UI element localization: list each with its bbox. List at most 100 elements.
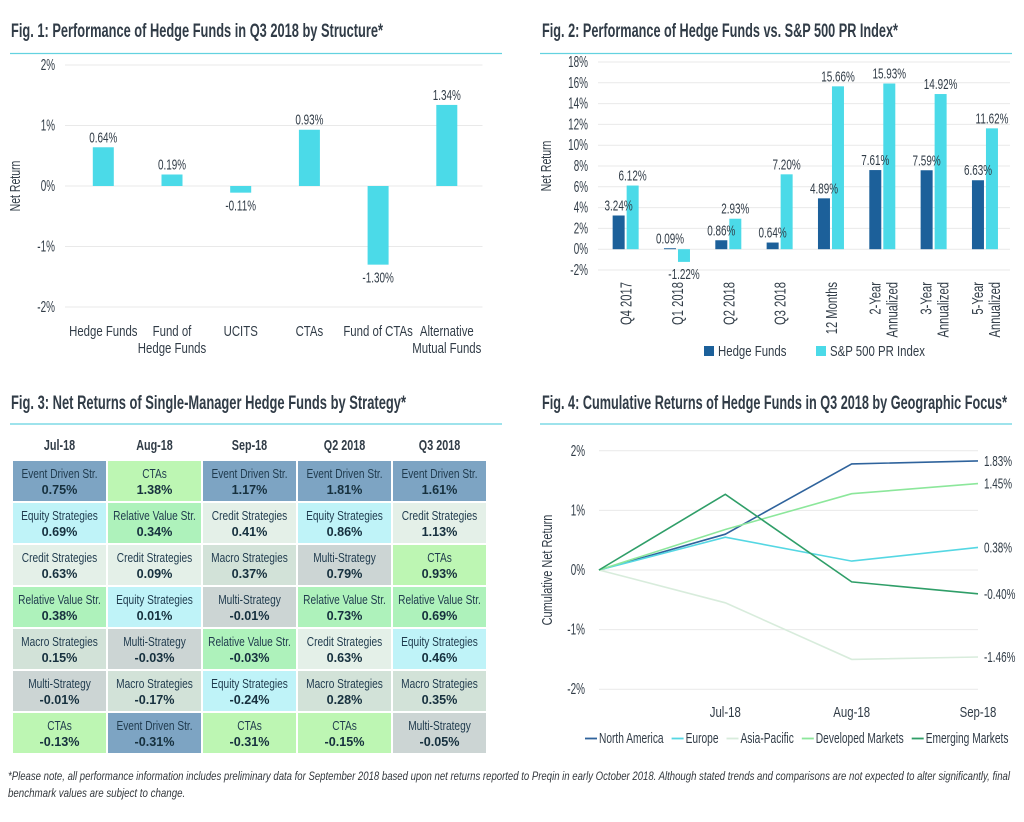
svg-text:Relative Value Str.: Relative Value Str. (18, 592, 101, 607)
svg-text:1.83%: 1.83% (984, 453, 1012, 470)
svg-text:CTAs: CTAs (237, 718, 262, 733)
svg-text:14%: 14% (568, 96, 588, 113)
svg-text:-0.01%: -0.01% (40, 692, 80, 707)
svg-text:0.75%: 0.75% (42, 482, 78, 497)
svg-text:Net Return: Net Return (538, 141, 555, 192)
svg-text:Equity Strategies: Equity Strategies (21, 508, 98, 523)
svg-text:Hedge Funds: Hedge Funds (718, 343, 786, 360)
svg-text:-2%: -2% (570, 262, 588, 279)
svg-text:Credit Strategies: Credit Strategies (307, 634, 383, 649)
svg-text:10%: 10% (568, 137, 588, 154)
svg-text:North America: North America (599, 730, 664, 747)
svg-text:Macro Strategies: Macro Strategies (21, 634, 98, 649)
svg-text:Fig. 4: Cumulative Returns of: Fig. 4: Cumulative Returns of Hedge Fund… (542, 393, 1007, 414)
svg-text:Multi-Strategy: Multi-Strategy (313, 550, 376, 565)
svg-text:8%: 8% (574, 158, 588, 175)
svg-text:Jul-18: Jul-18 (710, 704, 741, 721)
svg-text:0.79%: 0.79% (327, 566, 363, 581)
svg-text:Fig. 1: Performance of Hedge F: Fig. 1: Performance of Hedge Funds in Q3… (11, 21, 383, 42)
svg-text:1.81%: 1.81% (327, 482, 363, 497)
svg-text:12%: 12% (568, 116, 588, 133)
svg-text:Q3 2018: Q3 2018 (419, 437, 460, 454)
svg-text:1.45%: 1.45% (984, 476, 1012, 493)
svg-text:Emerging Markets: Emerging Markets (926, 730, 1009, 747)
svg-text:0.19%: 0.19% (158, 157, 186, 174)
svg-text:0%: 0% (574, 241, 588, 258)
svg-text:Equity Strategies: Equity Strategies (306, 508, 383, 523)
svg-text:-1.30%: -1.30% (362, 270, 393, 287)
svg-text:-0.05%: -0.05% (420, 734, 460, 749)
svg-text:-0.11%: -0.11% (225, 198, 256, 215)
svg-text:0.63%: 0.63% (42, 566, 78, 581)
svg-text:-0.17%: -0.17% (135, 692, 175, 707)
svg-text:Equity Strategies: Equity Strategies (116, 592, 193, 607)
svg-text:7.61%: 7.61% (861, 152, 889, 169)
svg-text:0.86%: 0.86% (327, 524, 363, 539)
svg-text:CTAs: CTAs (332, 718, 357, 733)
svg-text:6%: 6% (574, 179, 588, 196)
svg-text:1.34%: 1.34% (433, 87, 461, 104)
svg-text:4%: 4% (574, 200, 588, 217)
svg-text:Relative Value Str.: Relative Value Str. (398, 592, 481, 607)
svg-text:1.17%: 1.17% (232, 482, 268, 497)
svg-text:-1.22%: -1.22% (668, 266, 699, 283)
svg-text:Aug-18: Aug-18 (136, 437, 173, 454)
svg-text:CTAs: CTAs (142, 466, 167, 481)
svg-text:UCITS: UCITS (224, 323, 258, 340)
svg-text:-0.31%: -0.31% (230, 734, 270, 749)
svg-text:-1.46%: -1.46% (984, 649, 1015, 666)
svg-text:0.09%: 0.09% (656, 230, 684, 247)
svg-text:Hedge Funds: Hedge Funds (69, 323, 137, 340)
svg-text:-2%: -2% (567, 681, 585, 698)
svg-text:Net Return: Net Return (7, 161, 24, 212)
svg-text:0.64%: 0.64% (89, 129, 117, 146)
svg-text:0.73%: 0.73% (327, 608, 363, 623)
svg-text:3-Year: 3-Year (919, 282, 936, 315)
svg-text:1.38%: 1.38% (137, 482, 173, 497)
svg-text:Event Driven Str.: Event Driven Str. (401, 466, 477, 481)
svg-text:0.09%: 0.09% (137, 566, 173, 581)
svg-text:Sep-18: Sep-18 (960, 704, 997, 721)
svg-text:Credit Strategies: Credit Strategies (22, 550, 98, 565)
svg-text:-0.24%: -0.24% (230, 692, 270, 707)
svg-text:Annualized: Annualized (936, 282, 953, 338)
svg-text:Q4 2017: Q4 2017 (619, 282, 636, 325)
svg-text:Relative Value Str.: Relative Value Str. (208, 634, 291, 649)
svg-text:1.61%: 1.61% (422, 482, 458, 497)
svg-text:0.64%: 0.64% (759, 225, 787, 242)
svg-text:0.93%: 0.93% (422, 566, 458, 581)
svg-text:CTAs: CTAs (296, 323, 324, 340)
svg-text:Credit Strategies: Credit Strategies (402, 508, 478, 523)
svg-text:2-Year: 2-Year (867, 282, 884, 315)
svg-text:Q1 2018: Q1 2018 (670, 282, 687, 325)
svg-text:0.69%: 0.69% (422, 608, 458, 623)
svg-text:0.69%: 0.69% (42, 524, 78, 539)
svg-text:0.37%: 0.37% (232, 566, 268, 581)
svg-text:Event Driven Str.: Event Driven Str. (21, 466, 97, 481)
svg-text:12 Months: 12 Months (824, 282, 841, 334)
svg-text:0.38%: 0.38% (984, 539, 1012, 556)
svg-text:16%: 16% (568, 75, 588, 92)
svg-text:0.01%: 0.01% (137, 608, 173, 623)
svg-text:Aug-18: Aug-18 (833, 704, 870, 721)
svg-text:S&P 500 PR Index: S&P 500 PR Index (830, 343, 925, 360)
svg-text:CTAs: CTAs (47, 718, 72, 733)
svg-text:Credit Strategies: Credit Strategies (117, 550, 193, 565)
svg-text:14.92%: 14.92% (924, 76, 958, 93)
svg-text:4.89%: 4.89% (810, 180, 838, 197)
svg-text:3.24%: 3.24% (605, 198, 633, 215)
svg-text:1%: 1% (571, 502, 585, 519)
svg-text:18%: 18% (568, 54, 588, 71)
svg-text:Asia-Pacific: Asia-Pacific (741, 730, 795, 747)
svg-text:5-Year: 5-Year (970, 281, 987, 314)
svg-text:-0.03%: -0.03% (135, 650, 175, 665)
svg-text:0.28%: 0.28% (327, 692, 363, 707)
svg-text:Fig. 3: Net Returns of Single-: Fig. 3: Net Returns of Single-Manager He… (11, 393, 406, 414)
svg-text:Mutual Funds: Mutual Funds (412, 340, 481, 357)
svg-text:Multi-Strategy: Multi-Strategy (123, 634, 186, 649)
svg-text:Event Driven Str.: Event Driven Str. (116, 718, 192, 733)
svg-text:Multi-Strategy: Multi-Strategy (28, 676, 91, 691)
svg-text:0.38%: 0.38% (42, 608, 78, 623)
svg-text:2%: 2% (574, 220, 588, 237)
svg-text:0.93%: 0.93% (295, 112, 323, 129)
